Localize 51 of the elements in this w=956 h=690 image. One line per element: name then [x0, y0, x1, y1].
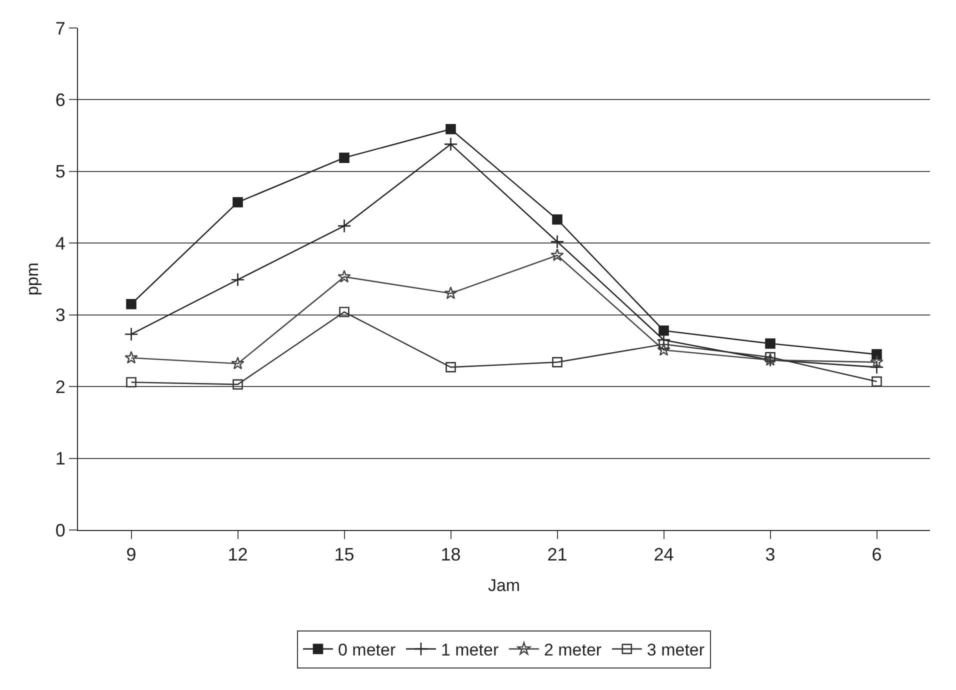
point — [870, 355, 884, 368]
point — [658, 339, 669, 350]
point — [444, 286, 458, 300]
point — [124, 350, 138, 364]
point — [232, 197, 243, 208]
x-tick-label: 3 — [765, 544, 776, 565]
x-tick-label: 15 — [334, 544, 354, 565]
legend-label: 2 meter — [544, 640, 602, 660]
y-tick-label: 3 — [55, 305, 66, 326]
point — [444, 137, 458, 152]
point — [446, 124, 456, 134]
y-tick-label: 4 — [55, 233, 66, 254]
point — [446, 362, 456, 372]
x-tick-label: 6 — [872, 544, 882, 565]
point — [765, 352, 776, 362]
x-tick-label: 9 — [126, 544, 136, 565]
point — [872, 349, 882, 360]
point — [872, 376, 882, 387]
point — [765, 338, 776, 349]
x-tick-label: 18 — [440, 544, 461, 565]
point — [232, 379, 243, 390]
y-tick-label: 2 — [55, 376, 66, 397]
y-tick-label: 6 — [55, 90, 66, 110]
legend-label: 0 meter — [338, 640, 396, 660]
point — [552, 214, 562, 225]
point — [126, 377, 136, 388]
y-tick-label: 7 — [55, 18, 66, 38]
point — [552, 357, 562, 368]
point — [339, 152, 350, 163]
point — [870, 360, 884, 374]
y-tick-label: 1 — [55, 448, 66, 469]
point — [550, 234, 564, 249]
legend-label: 1 meter — [440, 640, 499, 660]
point — [657, 343, 670, 356]
point — [126, 298, 136, 310]
legend-label: 3 meter — [646, 640, 705, 660]
x-tick-label: 12 — [228, 544, 248, 565]
y-tick-label: 5 — [55, 162, 66, 182]
x-tick-label: 21 — [547, 544, 568, 565]
point — [339, 306, 350, 318]
point — [550, 248, 564, 262]
y-tick-label: 0 — [55, 520, 66, 540]
y-axis-title: ppm — [22, 262, 42, 296]
point — [338, 270, 351, 283]
x-axis-title: Jam — [488, 576, 520, 595]
point — [230, 272, 245, 287]
point — [124, 327, 138, 342]
x-tick-label: 24 — [654, 544, 674, 565]
point — [658, 325, 669, 336]
point — [337, 218, 352, 233]
point — [231, 356, 244, 370]
